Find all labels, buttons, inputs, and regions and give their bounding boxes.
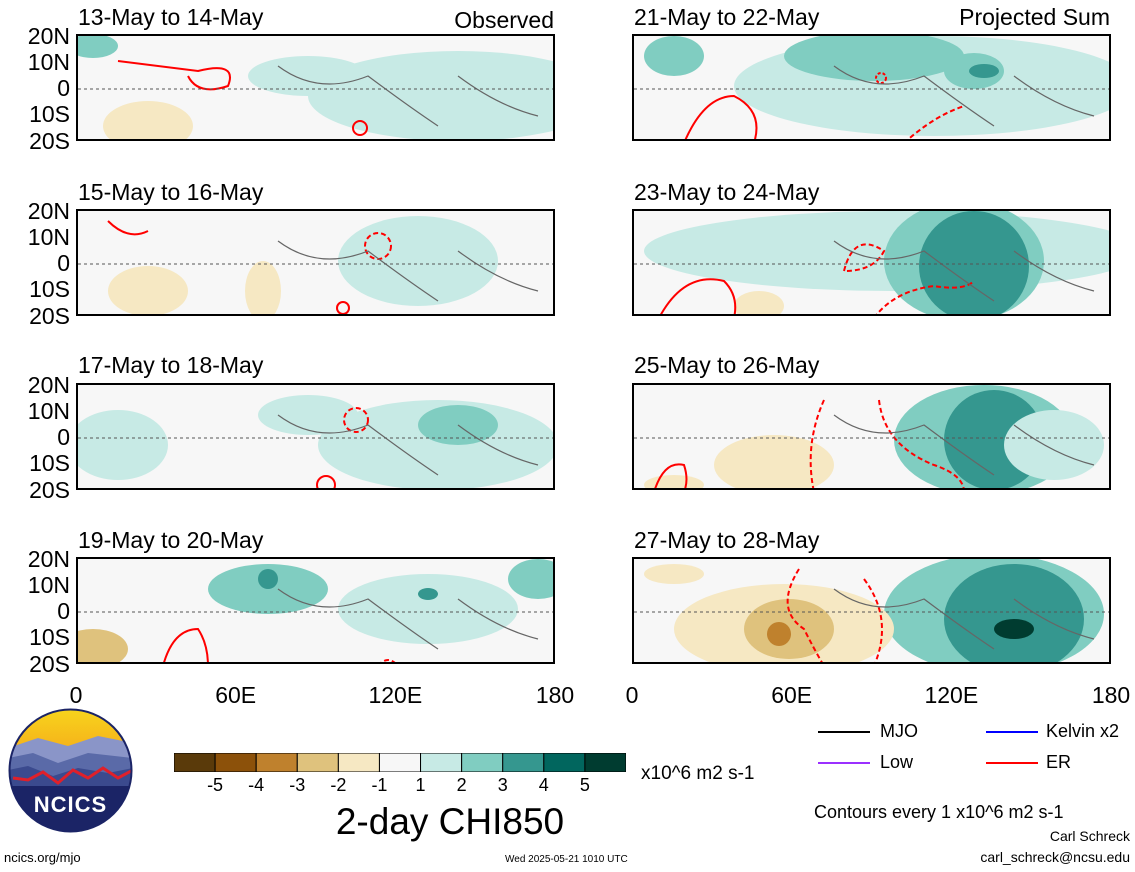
lat-label: 0	[57, 598, 70, 624]
lat-label: 20N	[27, 23, 70, 49]
lat-label: 0	[57, 424, 70, 450]
lat-label: 20N	[27, 372, 70, 398]
colorbar-swatches	[173, 752, 627, 773]
lon-label: 180	[535, 682, 575, 708]
lat-label: 20S	[29, 128, 70, 154]
map-panel-left-3	[76, 383, 555, 490]
panel-title-right-2: 23-May to 24-May	[634, 179, 820, 205]
ncics-logo-graphic	[8, 708, 133, 833]
footer-timestamp: Wed 2025-05-21 1010 UTC	[505, 854, 628, 865]
colorbar-swatch	[502, 752, 545, 773]
legend-line-er	[986, 762, 1038, 764]
colorbar-swatch	[461, 752, 504, 773]
colorbar-tick-label: 2	[456, 775, 467, 795]
map-panel-right-2	[632, 209, 1111, 316]
projected-sum-label: Projected Sum	[959, 4, 1110, 30]
ncics-logo: NCICS	[8, 708, 133, 833]
colorbar-swatch	[255, 752, 298, 773]
lat-label: 10N	[27, 572, 70, 598]
panel-title-left-2: 15-May to 16-May	[78, 179, 264, 205]
colorbar-swatch	[173, 752, 216, 773]
map-panel-left-4	[76, 557, 555, 664]
lat-label: 10N	[27, 224, 70, 250]
lat-label: 0	[57, 75, 70, 101]
colorbar	[173, 752, 627, 773]
map-shading	[634, 211, 1109, 314]
map-shading	[78, 395, 553, 488]
panel-title-left-1: 13-May to 14-May	[78, 4, 264, 30]
colorbar-swatch	[584, 752, 627, 773]
lat-label: 20S	[29, 303, 70, 329]
lat-label: 20N	[27, 198, 70, 224]
lat-label: 20N	[27, 546, 70, 572]
map-panel-right-3	[632, 383, 1111, 490]
lon-label: 60E	[771, 682, 813, 708]
colorbar-swatch	[337, 752, 380, 773]
panel-title-left-3: 17-May to 18-May	[78, 352, 264, 378]
lon-label: 120E	[368, 682, 423, 708]
panel-title-right-3: 25-May to 26-May	[634, 352, 820, 378]
lon-label: 180	[1091, 682, 1131, 708]
legend-line-kelvin	[986, 731, 1038, 733]
colorbar-tick-label: -2	[330, 775, 347, 795]
colorbar-swatch	[296, 752, 339, 773]
map-shading	[78, 216, 553, 314]
lat-label: 20S	[29, 477, 70, 503]
colorbar-units: x10^6 m2 s-1	[641, 763, 755, 784]
colorbar-tick-label: -3	[289, 775, 306, 795]
panel-title-right-1: 21-May to 22-May	[634, 4, 820, 30]
lat-label: 10N	[27, 398, 70, 424]
lat-label: 0	[57, 250, 70, 276]
lat-label: 10S	[29, 624, 70, 650]
colorbar-swatch	[543, 752, 586, 773]
contours-note: Contours every 1 x10^6 m2 s-1	[814, 802, 1064, 822]
legend-line-mjo	[818, 731, 870, 733]
colorbar-swatch	[378, 752, 422, 773]
lat-label: 10S	[29, 101, 70, 127]
legend-label-kelvin: Kelvin x2	[1046, 721, 1120, 741]
ncics-logo-text: NCICS	[33, 792, 108, 817]
panel-title-right-4: 27-May to 28-May	[634, 527, 820, 553]
map-shading	[78, 36, 553, 139]
colorbar-swatch	[420, 752, 463, 773]
map-panel-right-4	[632, 557, 1111, 664]
map-panel-left-1	[76, 34, 555, 141]
lat-label: 10N	[27, 49, 70, 75]
map-shading	[634, 385, 1109, 488]
legend-label-low: Low	[880, 752, 914, 772]
footer-email[interactable]: carl_schreck@ncsu.edu	[980, 849, 1130, 865]
colorbar-tick-label: -1	[371, 775, 388, 795]
colorbar-tick-label: 3	[497, 775, 508, 795]
map-panel-left-2	[76, 209, 555, 316]
colorbar-tick-label: 4	[538, 775, 549, 795]
colorbar-title: 2-day CHI850	[335, 801, 565, 842]
map-shading	[78, 559, 553, 662]
observed-label: Observed	[454, 7, 554, 33]
colorbar-tick-label: 5	[579, 775, 590, 795]
lat-label: 10S	[29, 276, 70, 302]
colorbar-tick-label: -4	[248, 775, 265, 795]
map-shading	[634, 36, 1109, 139]
legend-line-low	[818, 762, 870, 764]
colorbar-swatch	[214, 752, 257, 773]
colorbar-tick-label: 1	[415, 775, 426, 795]
footer-author: Carl Schreck	[1049, 828, 1130, 844]
map-panel-right-1	[632, 34, 1111, 141]
panel-title-left-4: 19-May to 20-May	[78, 527, 264, 553]
lon-label: 60E	[215, 682, 257, 708]
lon-label: 0	[625, 682, 639, 708]
lat-label: 10S	[29, 450, 70, 476]
map-shading	[634, 559, 1109, 662]
footer-url[interactable]: ncics.org/mjo	[4, 850, 81, 865]
lat-label: 20S	[29, 651, 70, 677]
lon-label: 120E	[924, 682, 979, 708]
colorbar-tick-label: -5	[207, 775, 224, 795]
legend-label-mjo: MJO	[880, 721, 918, 741]
lon-label: 0	[69, 682, 83, 708]
legend-label-er: ER	[1046, 752, 1072, 772]
